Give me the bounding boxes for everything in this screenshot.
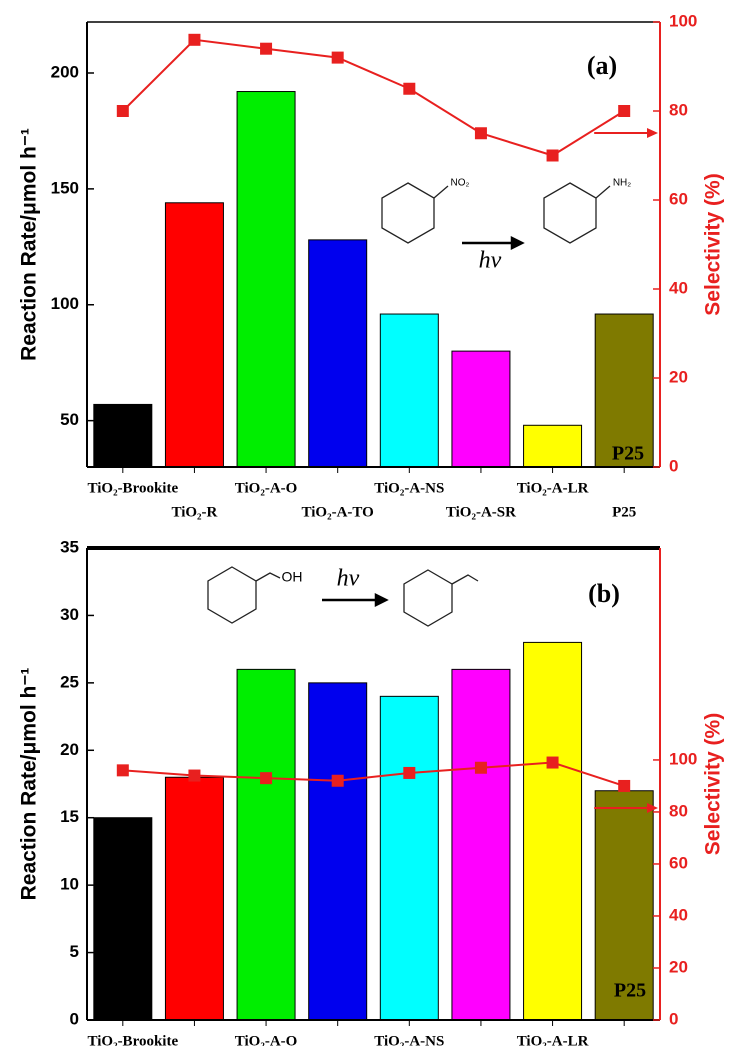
- annotation: OH: [282, 569, 303, 585]
- y2-tick-label: 60: [669, 853, 688, 872]
- x-tick-label: TiO₂-R: [171, 504, 217, 520]
- y2-axis-title: Selectivity (%): [702, 713, 725, 855]
- selectivity-marker: [117, 105, 129, 117]
- y-tick-label: 30: [60, 605, 79, 624]
- benzene-ring: [208, 567, 256, 623]
- x-tick-label: TiO₂-A-LR: [517, 480, 589, 496]
- bar: [452, 351, 510, 467]
- y-axis-title: Reaction Rate/μmol h⁻¹: [18, 668, 41, 901]
- arrow-head: [376, 595, 386, 605]
- selectivity-marker: [403, 767, 415, 779]
- selectivity-marker: [332, 775, 344, 787]
- arrow-head: [512, 238, 522, 248]
- y-tick-label: 10: [60, 875, 79, 894]
- selectivity-marker: [403, 83, 415, 95]
- selectivity-marker: [475, 127, 487, 139]
- bar: [165, 203, 223, 467]
- annotation: NH₂: [613, 178, 631, 189]
- y2-tick-label: 40: [669, 278, 688, 297]
- x-tick-label: TiO₂-A-O: [235, 480, 298, 496]
- x-tick-label: TiO₂-A-O: [235, 1033, 298, 1046]
- y-tick-label: 20: [60, 740, 79, 759]
- selectivity-line: [123, 40, 624, 156]
- y2-tick-label: 100: [669, 11, 697, 30]
- selectivity-marker: [188, 770, 200, 782]
- bar: [94, 818, 152, 1020]
- y2-tick-label: 0: [669, 456, 678, 475]
- annotation: NO₂: [451, 178, 470, 189]
- bond: [596, 186, 610, 198]
- panel-label: (a): [587, 51, 617, 80]
- y2-tick-label: 20: [669, 957, 688, 976]
- axis-arrow-head: [647, 128, 658, 138]
- selectivity-marker: [618, 105, 630, 117]
- bar: [452, 669, 510, 1020]
- selectivity-marker: [332, 52, 344, 64]
- x-tick-label: TiO₂-Brookite: [88, 1033, 179, 1046]
- bond: [434, 186, 448, 198]
- y2-tick-label: 60: [669, 189, 688, 208]
- y-axis-title: Reaction Rate/μmol h⁻¹: [18, 128, 41, 361]
- bar: [94, 404, 152, 467]
- y-tick-label: 25: [60, 672, 79, 691]
- panel-label: (b): [588, 579, 620, 608]
- figure: 50100150200020406080100TiO₂-BrookiteTiO₂…: [0, 0, 731, 1046]
- x-tick-label: P25: [612, 504, 636, 520]
- annotation: P25: [612, 443, 644, 465]
- bar: [237, 669, 295, 1020]
- y-tick-label: 5: [70, 942, 79, 961]
- bar: [524, 425, 582, 467]
- bond: [256, 573, 280, 581]
- y2-tick-label: 100: [669, 749, 697, 768]
- annotation: P25: [614, 980, 646, 1002]
- y-tick-label: 15: [60, 807, 79, 826]
- y2-tick-label: 0: [669, 1009, 678, 1028]
- selectivity-marker: [475, 762, 487, 774]
- bar: [524, 642, 582, 1020]
- y-tick-label: 50: [60, 410, 79, 429]
- x-tick-label: TiO₂-A-SR: [446, 504, 516, 520]
- y-tick-label: 100: [51, 294, 79, 313]
- benzene-ring: [544, 183, 596, 243]
- selectivity-marker: [188, 34, 200, 46]
- y2-tick-label: 20: [669, 367, 688, 386]
- bar: [309, 683, 367, 1020]
- selectivity-marker: [618, 780, 630, 792]
- y2-tick-label: 40: [669, 905, 688, 924]
- bar: [165, 777, 223, 1020]
- bar: [380, 314, 438, 467]
- x-tick-label: TiO₂-A-NS: [374, 480, 444, 496]
- y-tick-label: 35: [60, 537, 79, 556]
- y2-axis-title: Selectivity (%): [702, 173, 725, 315]
- benzene-ring: [404, 570, 452, 626]
- annotation: hν: [337, 566, 360, 592]
- x-tick-label: TiO₂-Brookite: [88, 480, 179, 496]
- y-tick-label: 150: [51, 178, 79, 197]
- selectivity-marker: [117, 764, 129, 776]
- y-tick-label: 0: [70, 1009, 79, 1028]
- y-tick-label: 200: [51, 62, 79, 81]
- bar: [380, 696, 438, 1020]
- annotation: hν: [479, 248, 502, 274]
- selectivity-marker: [260, 43, 272, 55]
- x-tick-label: TiO₂-A-NS: [374, 1033, 444, 1046]
- benzene-ring: [382, 183, 434, 243]
- selectivity-marker: [547, 150, 559, 162]
- bond: [452, 575, 478, 584]
- y2-tick-label: 80: [669, 801, 688, 820]
- x-tick-label: TiO₂-A-TO: [302, 504, 374, 520]
- y2-tick-label: 80: [669, 100, 688, 119]
- selectivity-marker: [260, 772, 272, 784]
- bar: [309, 240, 367, 467]
- bar: [237, 92, 295, 467]
- selectivity-marker: [547, 757, 559, 769]
- x-tick-label: TiO₂-A-LR: [517, 1033, 589, 1046]
